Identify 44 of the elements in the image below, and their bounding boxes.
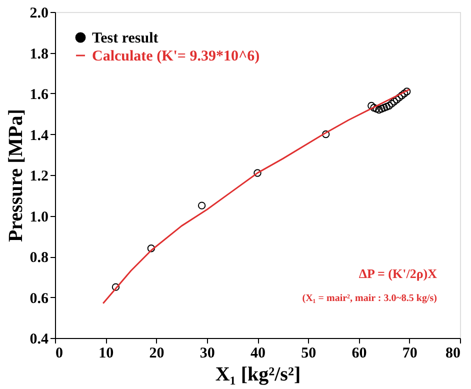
x-axis-title: X₁ [kg²/s²] [215, 364, 301, 386]
point [198, 202, 206, 210]
y-tick-label: 1.8 [30, 46, 48, 62]
point [392, 96, 401, 104]
x-tick-label: 30 [200, 346, 215, 362]
x-tick-label: 50 [301, 346, 316, 362]
legend-label: Calculate (K'= 9.39*10^6) [92, 48, 260, 64]
y-tick-label: 0.4 [30, 332, 49, 348]
y-tick-label: 2.0 [30, 6, 48, 22]
point [400, 90, 408, 98]
point [385, 102, 393, 110]
point [382, 102, 390, 111]
annotation: ΔP = (K'/2ρ)X [358, 266, 438, 281]
y-tick-label: 1.0 [30, 209, 48, 226]
y-tick-label: 0.6 [30, 290, 49, 307]
point [112, 283, 120, 291]
y-tick-label: 1.6 [30, 87, 49, 103]
y-tick-label: 0.8 [30, 250, 48, 266]
point [380, 104, 388, 112]
y-tick-label: 1.2 [30, 168, 48, 184]
point [395, 94, 404, 102]
point [388, 100, 396, 108]
point [398, 92, 406, 100]
point [370, 104, 378, 112]
point [254, 169, 262, 177]
annotation: (X₁ = mair², mair : 3.0~8.5 kg/s) [302, 293, 437, 304]
y-tick-label: 1.4 [30, 128, 49, 144]
legend-label: Test result [92, 30, 158, 46]
point [322, 130, 330, 138]
x-tick-label: 10 [98, 346, 114, 362]
x-tick-label: 20 [149, 346, 164, 362]
point [375, 106, 383, 114]
x-tick-label: 60 [352, 346, 367, 362]
point [368, 102, 376, 110]
y-axis-title: Pressure [MPa] [4, 108, 27, 242]
x-tick-label: 40 [250, 346, 266, 362]
point [402, 88, 411, 96]
point [372, 104, 380, 113]
x-tick-label: 80 [446, 346, 460, 362]
point [390, 98, 398, 106]
point [147, 244, 156, 252]
x-tick-label: 0 [56, 346, 63, 362]
point [378, 104, 386, 113]
x-tick-label: 70 [402, 346, 418, 362]
